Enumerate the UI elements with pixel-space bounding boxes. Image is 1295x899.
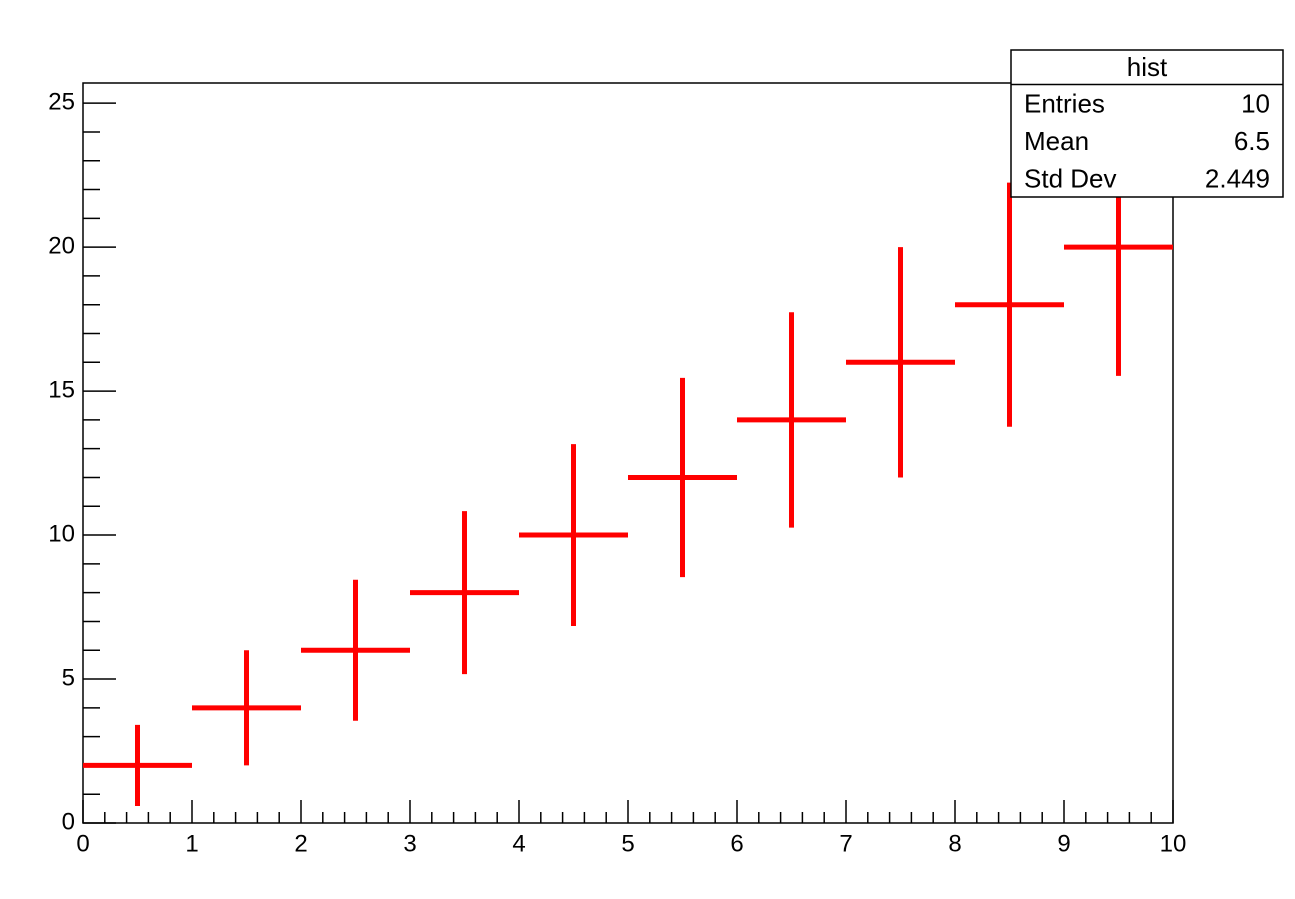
stats-label: Std Dev: [1024, 163, 1117, 193]
stats-label: Mean: [1024, 126, 1089, 156]
y-tick-label: 25: [48, 88, 75, 115]
y-tick-label: 10: [48, 520, 75, 547]
x-tick-label: 8: [948, 830, 961, 857]
x-tick-label: 10: [1160, 830, 1187, 857]
x-tick-label: 2: [294, 830, 307, 857]
y-tick-label: 20: [48, 232, 75, 259]
stats-value: 6.5: [1234, 126, 1270, 156]
y-tick-label: 5: [62, 664, 75, 691]
x-tick-label: 1: [185, 830, 198, 857]
x-tick-label: 4: [512, 830, 525, 857]
stats-label: Entries: [1024, 88, 1105, 118]
y-tick-label: 0: [62, 808, 75, 835]
stats-box: [1010, 49, 1284, 198]
x-tick-label: 0: [76, 830, 89, 857]
x-tick-label: 7: [839, 830, 852, 857]
stats-value: 2.449: [1205, 163, 1270, 193]
y-tick-label: 15: [48, 376, 75, 403]
x-tick-label: 6: [730, 830, 743, 857]
x-tick-label: 3: [403, 830, 416, 857]
stats-title: hist: [1127, 52, 1168, 82]
x-tick-label: 5: [621, 830, 634, 857]
stats-value: 10: [1241, 88, 1270, 118]
x-tick-label: 9: [1057, 830, 1070, 857]
